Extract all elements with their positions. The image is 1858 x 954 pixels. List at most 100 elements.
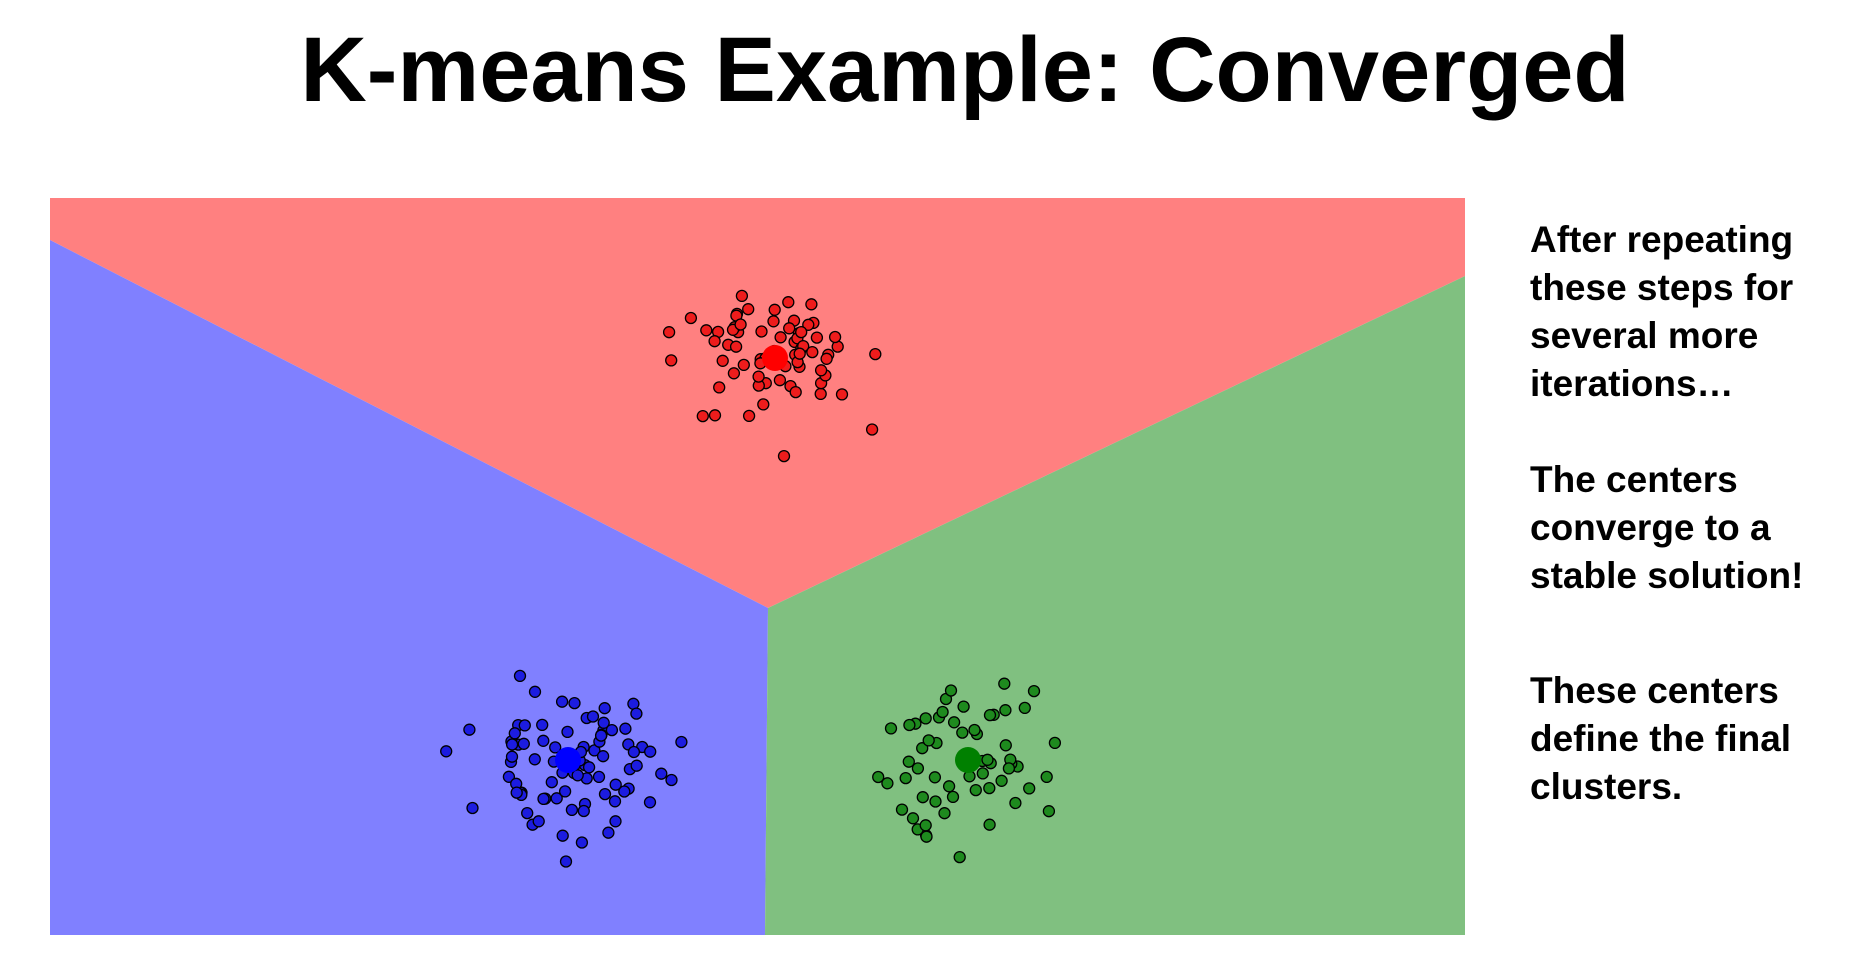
green-data-point (981, 753, 994, 766)
green-data-point (906, 812, 920, 825)
green-data-point (983, 708, 997, 722)
blue-data-point (594, 729, 608, 742)
blue-data-point (565, 803, 579, 817)
red-data-point (684, 311, 698, 325)
blue-data-point (597, 716, 610, 729)
blue-data-point (440, 745, 453, 758)
green-data-point (919, 819, 932, 832)
red-data-point (729, 340, 743, 353)
red-data-point (735, 289, 749, 303)
blue-data-point (602, 826, 615, 839)
note-iterations: After repeating these steps for several … (1530, 216, 1850, 408)
red-data-point (708, 335, 721, 348)
green-data-point (999, 739, 1012, 752)
green-data-point (957, 700, 970, 713)
blue-data-point (555, 695, 569, 708)
blue-data-point (627, 745, 641, 759)
slide-title: K-means Example: Converged (300, 19, 1630, 121)
blue-data-point (559, 855, 573, 868)
blue-data-point (618, 785, 631, 798)
green-data-point (946, 790, 960, 804)
green-cluster-center (955, 747, 981, 773)
green-data-point (916, 742, 929, 755)
red-data-point (700, 324, 713, 337)
red-data-point (757, 398, 770, 411)
blue-data-point (675, 735, 688, 749)
blue-data-point (586, 710, 600, 723)
red-data-point (734, 318, 747, 331)
red-data-point (708, 409, 722, 422)
green-data-point (998, 677, 1011, 690)
red-data-point (767, 315, 780, 328)
green-data-point (1048, 736, 1062, 750)
green-data-point (983, 781, 996, 795)
red-data-point (737, 358, 750, 372)
blue-data-point (536, 718, 549, 732)
green-data-point (916, 791, 929, 804)
red-data-point (773, 374, 787, 387)
blue-data-point (508, 727, 521, 740)
blue-data-point (518, 719, 531, 732)
note-line: clusters. (1530, 766, 1683, 807)
red-data-point (805, 298, 818, 311)
green-data-point (895, 803, 909, 816)
note-line: these steps for (1530, 267, 1794, 308)
red-data-point (814, 364, 828, 377)
green-data-point (983, 818, 996, 831)
blue-data-point (549, 741, 562, 754)
blue-data-point (521, 806, 534, 820)
green-data-point (969, 783, 982, 797)
red-data-point (835, 388, 849, 401)
green-data-point (999, 704, 1012, 717)
green-data-point (953, 850, 966, 864)
green-data-point (911, 762, 925, 775)
blue-data-point (598, 702, 611, 715)
blue-cluster-center (555, 747, 581, 773)
red-data-point (806, 345, 819, 359)
note-line: These centers (1530, 670, 1779, 711)
green-data-point (976, 767, 989, 780)
green-data-point (956, 726, 969, 739)
red-data-point (742, 409, 756, 423)
green-data-point (1042, 805, 1056, 818)
red-data-point (768, 303, 781, 316)
kmeans-plot-svg (50, 198, 1465, 935)
green-data-point (1027, 684, 1041, 698)
red-data-point (810, 331, 824, 344)
note-line: The centers (1530, 459, 1738, 500)
red-data-point (795, 325, 808, 339)
blue-data-point (596, 750, 610, 763)
blue-data-point (571, 769, 584, 782)
cluster-centers (555, 345, 981, 773)
green-data-point (872, 770, 885, 784)
red-data-point (752, 370, 765, 383)
note-line: converge to a (1530, 507, 1771, 548)
green-data-point (1018, 701, 1031, 715)
blue-data-point (510, 786, 523, 799)
green-region (765, 276, 1465, 935)
note-converge: The centers converge to a stable solutio… (1530, 456, 1850, 600)
blue-data-point (558, 785, 572, 798)
blue-data-point (575, 836, 589, 849)
red-data-point (662, 326, 676, 339)
note-line: iterations… (1530, 363, 1734, 404)
blue-data-point (545, 776, 558, 789)
blue-data-point (550, 792, 563, 805)
red-data-point (716, 354, 729, 367)
blue-data-point (556, 829, 569, 842)
blue-data-point (655, 767, 668, 780)
green-data-point (928, 771, 942, 784)
note-line: several more (1530, 315, 1759, 356)
blue-data-point (561, 725, 574, 739)
red-data-point (869, 347, 882, 361)
red-data-point (782, 296, 795, 309)
red-data-point (774, 331, 787, 344)
green-data-point (1040, 770, 1053, 784)
green-data-point (899, 771, 912, 785)
kmeans-plot (50, 198, 1465, 935)
green-data-point (936, 705, 949, 719)
green-data-point (884, 722, 898, 735)
red-cluster-center (762, 345, 788, 371)
red-data-point (777, 449, 791, 463)
blue-data-point (517, 737, 530, 750)
